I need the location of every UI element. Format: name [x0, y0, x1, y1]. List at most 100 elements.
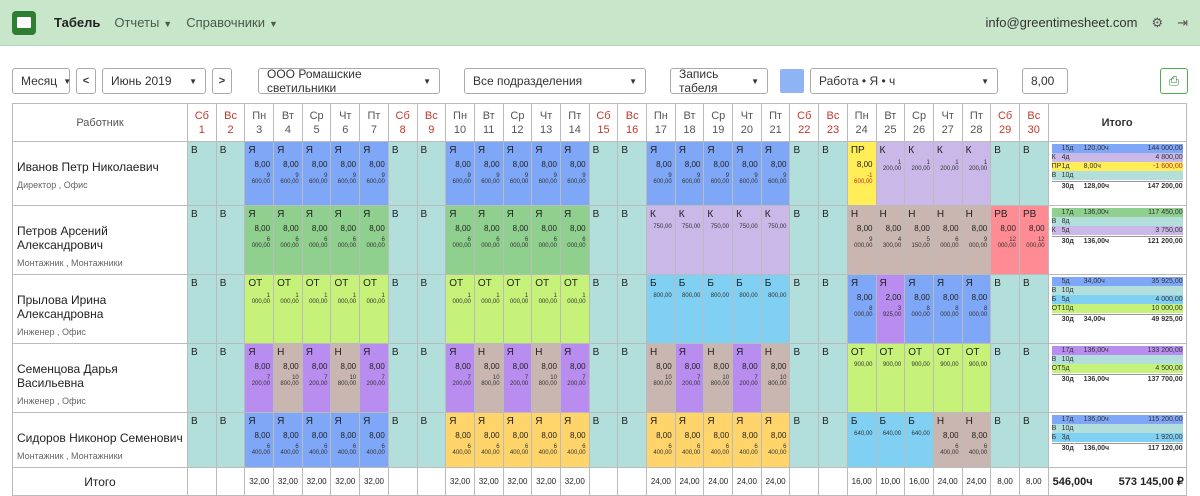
day-cell[interactable]: Б 800,00	[732, 274, 762, 344]
employee-cell[interactable]: Семенцова Дарья Васильевна Инженер , Офис	[12, 343, 188, 413]
day-cell[interactable]: В	[617, 141, 647, 206]
day-cell[interactable]: В	[215, 141, 246, 206]
day-cell[interactable]: Я 8,00 7 200,00	[301, 343, 332, 413]
day-cell[interactable]: Б 640,00	[875, 412, 906, 468]
employee-name[interactable]: Семенцова Дарья Васильевна	[17, 362, 118, 390]
day-cell[interactable]: В	[990, 343, 1020, 413]
day-cell[interactable]: Я 8,00 7 200,00	[502, 343, 533, 413]
day-cell[interactable]: В	[187, 412, 217, 468]
day-cell[interactable]: К 750,00	[732, 205, 762, 275]
day-cell[interactable]: В	[387, 412, 418, 468]
day-cell[interactable]: Я 8,00 7 200,00	[559, 343, 590, 413]
day-cell[interactable]: В	[588, 343, 619, 413]
print-button[interactable]: ⎙	[1160, 68, 1188, 94]
day-cell[interactable]: Я 8,00 7 200,00	[445, 343, 475, 413]
nav-directories[interactable]: Справочники ▼	[186, 15, 278, 30]
day-cell[interactable]: В	[617, 274, 647, 344]
day-cell[interactable]: В	[617, 343, 647, 413]
day-cell[interactable]: Я 8,00 6 400,00	[760, 412, 791, 468]
day-cell[interactable]: В	[416, 274, 447, 344]
day-cell[interactable]: В	[416, 141, 447, 206]
day-cell[interactable]: Я 8,00 9 600,00	[646, 141, 676, 206]
day-cell[interactable]: В	[789, 141, 820, 206]
day-cell[interactable]: Н 8,00 10 800,00	[273, 343, 303, 413]
day-cell[interactable]: В	[990, 412, 1020, 468]
prev-month-button[interactable]: <	[76, 68, 96, 94]
day-cell[interactable]: К 750,00	[646, 205, 676, 275]
day-cell[interactable]: Я 8,00 6 400,00	[244, 412, 275, 468]
day-cell[interactable]: Я 8,00 6 000,00	[502, 205, 533, 275]
day-cell[interactable]: Н 8,00 10 800,00	[646, 343, 676, 413]
day-cell[interactable]: Я 8,00 6 400,00	[445, 412, 475, 468]
day-cell[interactable]: В	[187, 343, 217, 413]
work-color-swatch[interactable]	[780, 69, 804, 93]
day-cell[interactable]: ОТ 1 000,00	[502, 274, 533, 344]
day-cell[interactable]: В	[1018, 343, 1049, 413]
day-cell[interactable]: В	[416, 205, 447, 275]
day-cell[interactable]: Я 8,00 9 600,00	[244, 141, 275, 206]
day-cell[interactable]: Н 8,00 10 800,00	[703, 343, 734, 413]
month-select[interactable]: Июнь 2019 ▼	[102, 68, 206, 94]
day-cell[interactable]: Н 8,00 9 000,00	[846, 205, 877, 275]
company-select[interactable]: ООО Ромашские светильники ▼	[258, 67, 440, 95]
day-cell[interactable]: Я 8,00 6 000,00	[473, 205, 504, 275]
day-cell[interactable]: Я 8,00 7 200,00	[732, 343, 762, 413]
day-cell[interactable]: Б 800,00	[760, 274, 791, 344]
day-cell[interactable]: Н 8,00 9 000,00	[961, 205, 992, 275]
day-cell[interactable]: Я 8,00 6 000,00	[244, 205, 275, 275]
day-cell[interactable]: Я 8,00 6 000,00	[301, 205, 332, 275]
day-cell[interactable]: Н 8,00 10 800,00	[760, 343, 791, 413]
day-cell[interactable]: Я 8,00 9 600,00	[559, 141, 590, 206]
day-cell[interactable]: В	[990, 141, 1020, 206]
day-cell[interactable]: Я 8,00 9 600,00	[359, 141, 389, 206]
day-cell[interactable]: Я 8,00 6 400,00	[732, 412, 762, 468]
day-cell[interactable]: К 750,00	[760, 205, 791, 275]
next-month-button[interactable]: >	[212, 68, 232, 94]
day-cell[interactable]: Я 8,00 8 000,00	[904, 274, 934, 344]
day-cell[interactable]: В	[215, 343, 246, 413]
work-type-select[interactable]: Работа • Я • ч ▼	[810, 68, 998, 94]
nav-timesheet[interactable]: Табель	[54, 15, 101, 30]
day-cell[interactable]: В	[789, 274, 820, 344]
day-cell[interactable]: Я 8,00 9 600,00	[732, 141, 762, 206]
day-cell[interactable]: Н 8,00 6 400,00	[961, 412, 992, 468]
day-cell[interactable]: В	[818, 205, 848, 275]
day-cell[interactable]: Я 8,00 8 000,00	[932, 274, 963, 344]
day-cell[interactable]: ОТ 1 000,00	[244, 274, 275, 344]
day-cell[interactable]: Б 800,00	[674, 274, 705, 344]
day-cell[interactable]: К 750,00	[703, 205, 734, 275]
day-cell[interactable]: К 1 200,00	[875, 141, 906, 206]
app-logo-icon[interactable]	[12, 10, 36, 35]
day-cell[interactable]: В	[387, 274, 418, 344]
employee-name[interactable]: Сидоров Никонор Семенович	[17, 431, 183, 445]
employee-name[interactable]: Иванов Петр Николаевич	[17, 160, 159, 174]
day-cell[interactable]: Н 8,00 10 800,00	[330, 343, 361, 413]
day-cell[interactable]: В	[416, 412, 447, 468]
day-cell[interactable]: Я 8,00 9 600,00	[502, 141, 533, 206]
day-cell[interactable]: ОТ 900,00	[846, 343, 877, 413]
day-cell[interactable]: В	[387, 205, 418, 275]
day-cell[interactable]: В	[187, 205, 217, 275]
day-cell[interactable]: Н 8,00 10 800,00	[473, 343, 504, 413]
gear-icon[interactable]: ⚙	[1151, 14, 1164, 30]
day-cell[interactable]: В	[588, 141, 619, 206]
day-cell[interactable]: Я 8,00 6 400,00	[674, 412, 705, 468]
nav-reports[interactable]: Отчеты ▼	[114, 15, 173, 30]
day-cell[interactable]: В	[588, 274, 619, 344]
employee-cell[interactable]: Прылова Ирина Александровна Инженер , Офи…	[12, 274, 188, 344]
day-cell[interactable]: Я 8,00 9 600,00	[531, 141, 561, 206]
day-cell[interactable]: Н 8,00 10 800,00	[531, 343, 561, 413]
day-cell[interactable]: В	[818, 274, 848, 344]
day-cell[interactable]: Я 8,00 9 600,00	[273, 141, 303, 206]
day-cell[interactable]: Б 800,00	[646, 274, 676, 344]
day-cell[interactable]: Я 8,00 6 000,00	[330, 205, 361, 275]
employee-name[interactable]: Петров Арсений Александрович	[17, 224, 108, 252]
day-cell[interactable]: ОТ 900,00	[961, 343, 992, 413]
day-cell[interactable]: К 750,00	[674, 205, 705, 275]
day-cell[interactable]: Я 8,00 9 600,00	[473, 141, 504, 206]
day-cell[interactable]: РВ 8,00 12 000,00	[1018, 205, 1049, 275]
day-cell[interactable]: В	[416, 343, 447, 413]
day-cell[interactable]: В	[818, 412, 848, 468]
day-cell[interactable]: Н 8,00 5 150,00	[904, 205, 934, 275]
day-cell[interactable]: ОТ 1 000,00	[559, 274, 590, 344]
